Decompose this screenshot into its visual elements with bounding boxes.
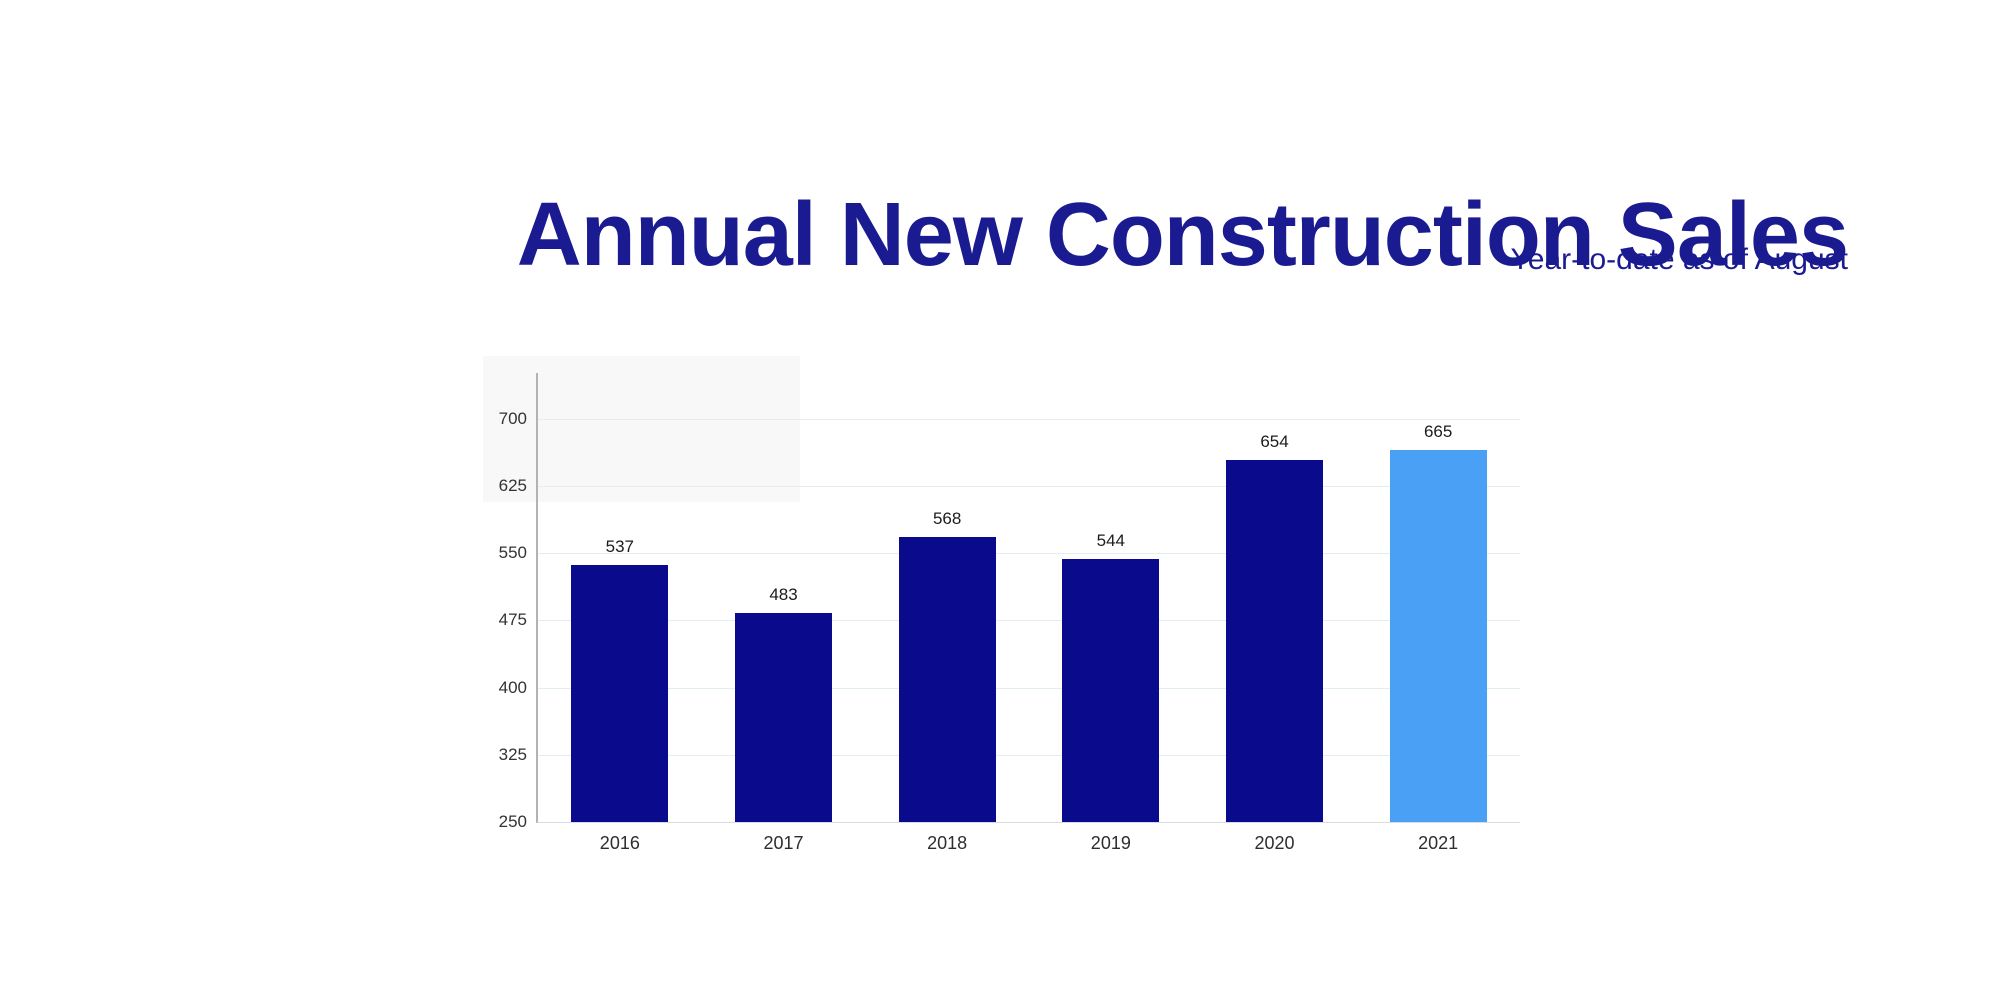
y-tick-label: 250 <box>498 812 527 831</box>
y-tick-label: 325 <box>498 744 527 764</box>
bar-value-label: 537 <box>605 536 635 556</box>
gridline <box>538 687 1520 689</box>
bar-value-label: 568 <box>932 509 962 529</box>
bar-value-label: 483 <box>769 585 798 605</box>
plot-area: 250 325 400 475 550 625 700 537 2016 483 2017 568 20… <box>499 373 1520 853</box>
x-tick-label: 2021 <box>1418 833 1459 853</box>
background-artifact <box>483 356 800 502</box>
bar-value-label: 544 <box>1096 530 1126 550</box>
x-tick-label: 2018 <box>927 833 968 853</box>
x-tick-label: 2019 <box>1090 833 1131 853</box>
bar: 665 <box>1389 422 1487 822</box>
gridline <box>538 553 1520 555</box>
bar-value-label: 665 <box>1423 422 1453 442</box>
bar: 483 <box>735 585 832 822</box>
y-tick-label: 700 <box>498 408 527 428</box>
bar: 537 <box>571 537 669 822</box>
x-tick-label: 2020 <box>1254 833 1295 853</box>
bar-value-label: 654 <box>1260 431 1289 451</box>
y-tick-label: 625 <box>498 475 527 495</box>
y-tick-label: 400 <box>498 677 527 697</box>
x-tick-label: 2016 <box>599 833 640 853</box>
y-tick-label: 475 <box>498 610 527 630</box>
gridline <box>538 485 1520 487</box>
bar: 544 <box>1062 531 1160 822</box>
x-tick-label: 2017 <box>763 833 804 853</box>
gridline <box>538 418 1520 420</box>
bar: 568 <box>898 509 996 822</box>
y-tick-label: 550 <box>498 543 527 563</box>
gridline <box>538 620 1520 622</box>
chart-subtitle: Year-to-date as of August <box>1510 243 1848 276</box>
gridline <box>538 754 1520 756</box>
chart-title: Annual New Construction Sales <box>516 185 1849 286</box>
bar: 654 <box>1226 432 1323 822</box>
